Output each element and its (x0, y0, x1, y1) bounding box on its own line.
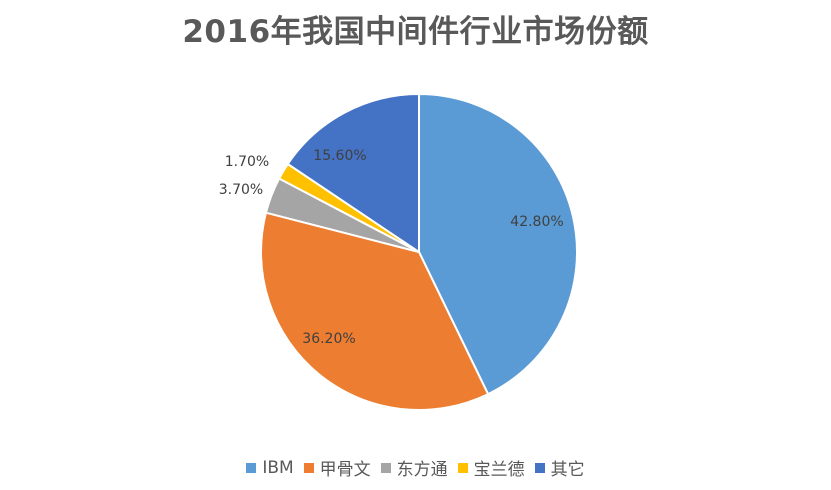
pie-chart: 42.80% 36.20% 3.70% 1.70% 15.60% (219, 92, 578, 411)
legend-item-oracle: 甲骨文 (303, 455, 371, 480)
data-label: 1.70% (225, 154, 269, 170)
legend-swatch-icon (534, 462, 545, 473)
legend-label: 甲骨文 (319, 460, 371, 480)
legend-item-bes: 宝兰德 (457, 455, 525, 480)
legend-item-tongtech: 东方通 (380, 455, 448, 480)
legend-item-other: 其它 (534, 455, 585, 480)
legend-item-ibm: IBM (246, 457, 294, 478)
data-label: 15.60% (313, 148, 366, 164)
pie-slice (260, 211, 490, 411)
pie-slice (418, 92, 578, 396)
pie-slice (286, 92, 420, 254)
legend-label: IBM (262, 457, 294, 478)
legend-label: 东方通 (396, 460, 448, 480)
legend-swatch-icon (457, 462, 468, 473)
chart-title: 2016年我国中间件行业市场份额 (182, 14, 649, 50)
legend-swatch-icon (380, 462, 391, 473)
legend-swatch-icon (303, 462, 314, 473)
data-label: 36.20% (302, 331, 355, 347)
data-label: 3.70% (219, 182, 263, 198)
legend-label: 宝兰德 (473, 460, 525, 480)
legend-swatch-icon (246, 462, 257, 473)
legend: IBM 甲骨文 东方通 宝兰德 其它 (0, 455, 831, 480)
legend-label: 其它 (550, 460, 585, 480)
data-label: 42.80% (510, 214, 563, 230)
